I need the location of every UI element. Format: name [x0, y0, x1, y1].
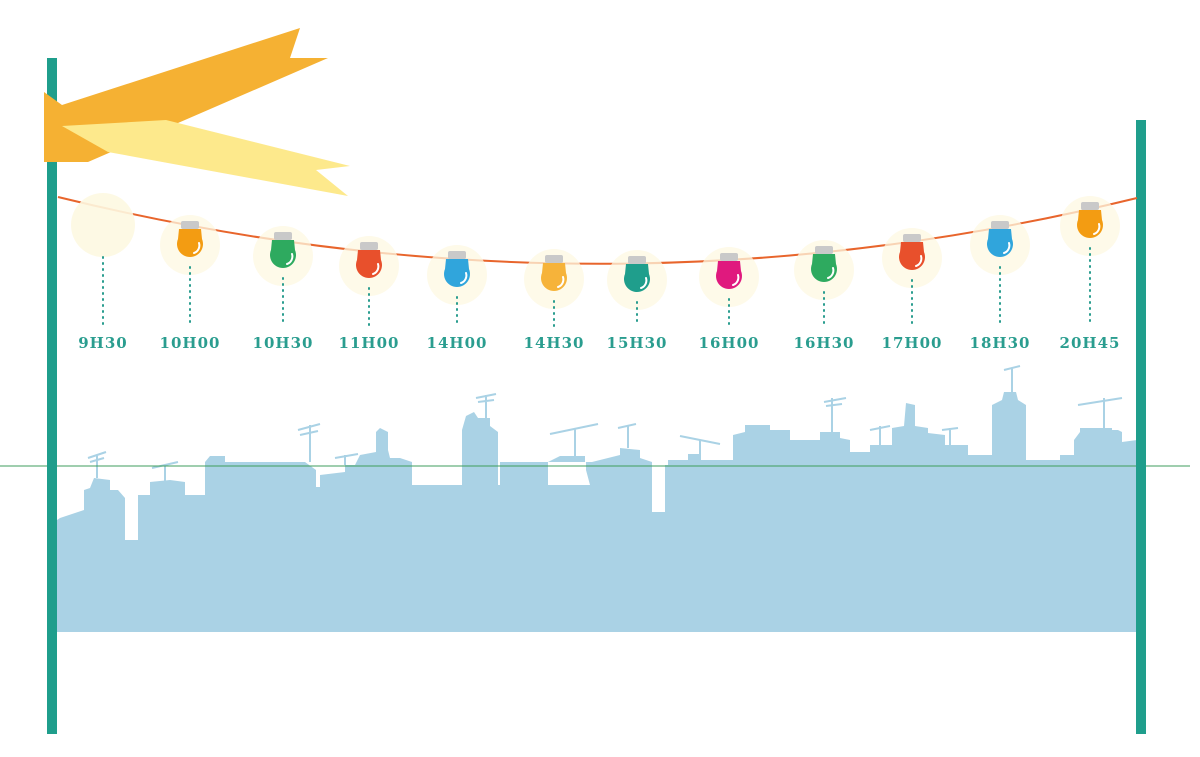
schedule-slot: 15H30 [607, 250, 668, 352]
time-label: 16H30 [794, 334, 855, 352]
time-label: 10H30 [253, 334, 314, 352]
light-bulb-icon [444, 251, 471, 288]
light-bulb-icon [624, 256, 650, 292]
schedule-slot: 11H00 [339, 236, 400, 352]
city-skyline-icon [57, 365, 1139, 632]
light-bulb-icon [1077, 202, 1104, 239]
left-pole [47, 58, 57, 734]
schedule-slot: 10H30 [253, 226, 314, 352]
time-label: 18H30 [970, 334, 1031, 352]
light-bulb-icon [899, 234, 926, 271]
flag-ribbon-icon [44, 28, 350, 196]
schedule-slot: 17H00 [882, 228, 943, 352]
schedule-slot: 20H45 [1060, 196, 1121, 352]
schedule-slot: 9H30 [71, 193, 135, 352]
schedule-slot: 14H30 [524, 249, 585, 352]
light-bulb-icon [986, 221, 1013, 258]
time-label: 14H00 [427, 334, 488, 352]
light-bulb-icon [355, 242, 382, 279]
light-bulb-icon [177, 221, 203, 258]
schedule-slot: 10H00 [160, 215, 221, 352]
time-label: 16H00 [699, 334, 760, 352]
schedule-slot: 16H30 [794, 240, 855, 352]
time-label: 17H00 [882, 334, 943, 352]
light-bulb-icon [270, 232, 296, 269]
schedule-slot: 16H00 [699, 247, 760, 352]
time-label: 10H00 [160, 334, 221, 352]
time-label: 20H45 [1060, 334, 1121, 352]
time-label: 9H30 [78, 334, 127, 352]
time-label: 15H30 [607, 334, 668, 352]
light-bulb-icon [541, 255, 567, 292]
right-pole [1136, 120, 1146, 734]
bulb-glow [71, 193, 135, 257]
light-bulb-icon [716, 253, 743, 289]
time-label: 11H00 [339, 334, 400, 352]
schedule-slot: 18H30 [970, 215, 1031, 352]
time-label: 14H30 [524, 334, 585, 352]
light-bulb-icon [811, 246, 838, 283]
schedule-slot: 14H00 [427, 245, 488, 352]
